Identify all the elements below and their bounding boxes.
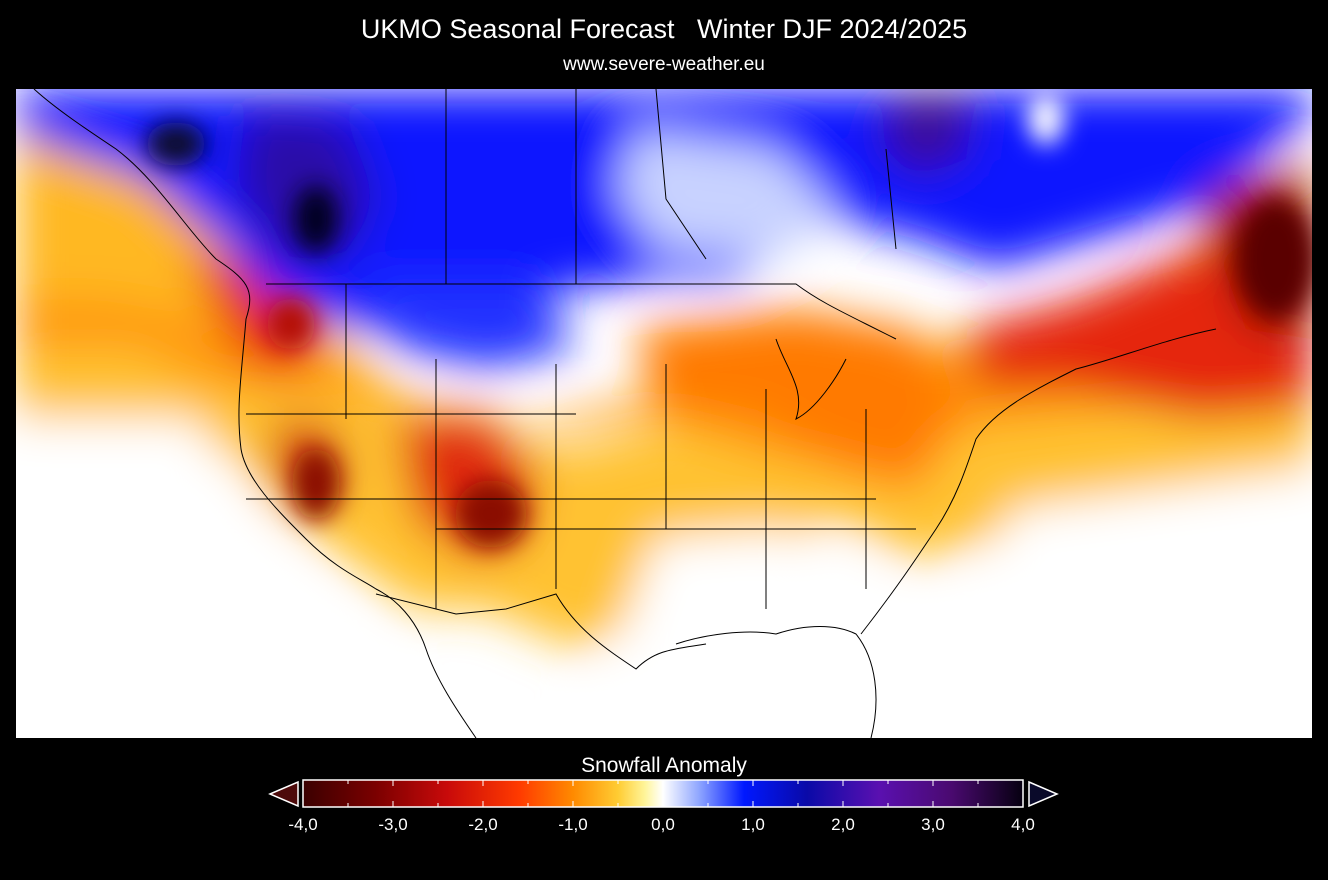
colorbar bbox=[268, 779, 1059, 808]
colorbar-tick-label: -2,0 bbox=[468, 815, 498, 834]
atlantic-coastline bbox=[860, 328, 1217, 635]
snowfall-anomaly-map bbox=[16, 89, 1312, 738]
colorbar-tick-label: -3,0 bbox=[378, 815, 408, 834]
colorbar-tick-label: 1,0 bbox=[741, 815, 765, 834]
colorbar-extend-high bbox=[1028, 780, 1059, 808]
colorbar-tick-label: 4,0 bbox=[1011, 815, 1035, 834]
province-borders bbox=[445, 89, 897, 284]
anomaly-detail bbox=[146, 93, 1312, 548]
colorbar-tick-label: -4,0 bbox=[288, 815, 318, 834]
anomaly-field bbox=[16, 89, 1312, 738]
us-mexico-border bbox=[375, 593, 707, 670]
colorbar-ticks bbox=[302, 780, 1024, 807]
colorbar-tick-label: 0,0 bbox=[651, 815, 675, 834]
pacific-coastline bbox=[33, 89, 477, 738]
colorbar-tick-label: -1,0 bbox=[558, 815, 588, 834]
state-borders bbox=[246, 284, 916, 609]
map-title: UKMO Seasonal Forecast Winter DJF 2024/2… bbox=[360, 14, 968, 44]
gulf-coastline bbox=[675, 626, 877, 738]
colorbar-title: Snowfall Anomaly bbox=[581, 754, 747, 777]
colorbar-tick-label: 2,0 bbox=[831, 815, 855, 834]
source-url: www.severe-weather.eu bbox=[563, 54, 765, 75]
colorbar-extend-low bbox=[268, 780, 299, 808]
colorbar-tick-label: 3,0 bbox=[921, 815, 945, 834]
map-canvas bbox=[16, 89, 1312, 738]
boundaries bbox=[33, 89, 1217, 738]
great-lakes bbox=[775, 338, 847, 420]
us-canada-border bbox=[266, 283, 897, 340]
